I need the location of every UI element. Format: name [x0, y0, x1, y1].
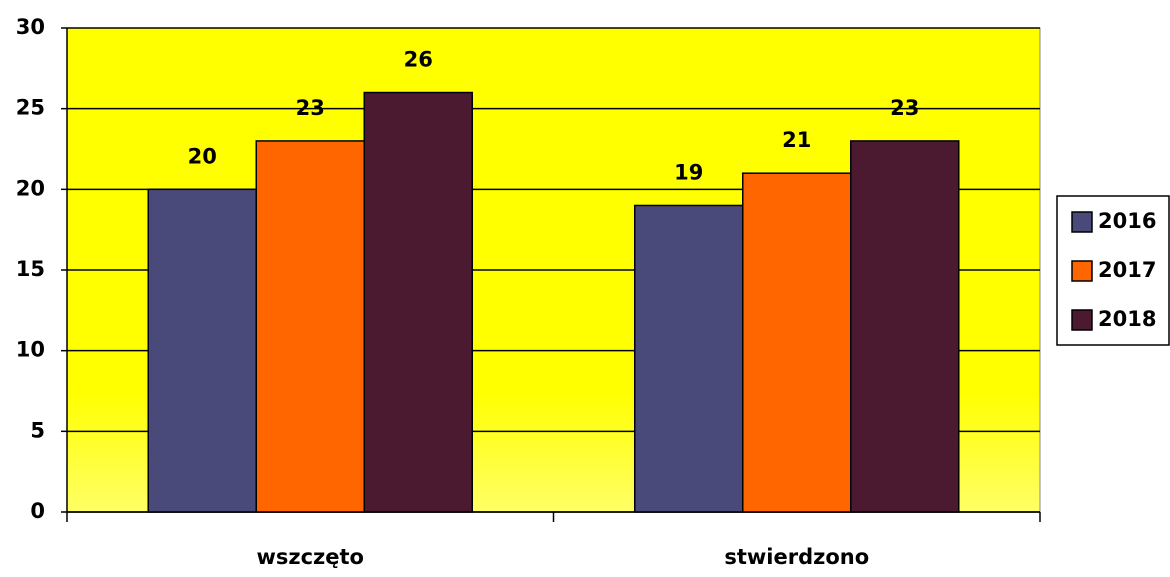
data-label: 21 [782, 128, 811, 152]
legend-label: 2016 [1098, 209, 1156, 233]
bar [255, 140, 366, 513]
y-tick-label: 20 [16, 176, 45, 200]
bar [850, 140, 960, 513]
legend-label: 2017 [1098, 258, 1156, 282]
x-tick-label: wszczęto [256, 545, 364, 569]
y-tick-label: 25 [16, 96, 45, 120]
data-label: 19 [674, 160, 703, 184]
y-tick-label: 15 [16, 257, 45, 281]
data-label: 23 [296, 96, 325, 120]
data-label: 20 [188, 144, 217, 168]
x-tick-label: stwierdzono [724, 545, 869, 569]
bar [363, 91, 474, 513]
data-label: 26 [404, 48, 433, 72]
bar [633, 204, 744, 513]
y-tick-label: 30 [16, 15, 45, 39]
y-tick-label: 0 [30, 499, 45, 523]
bar [741, 172, 852, 513]
y-tick-label: 10 [16, 338, 45, 362]
legend-label: 2018 [1098, 307, 1156, 331]
data-label: 23 [890, 96, 919, 120]
legend-swatch [1071, 309, 1093, 331]
legend-swatch [1071, 260, 1093, 282]
y-tick-label: 5 [30, 418, 45, 442]
legend-swatch [1071, 211, 1093, 233]
bar [147, 188, 257, 513]
